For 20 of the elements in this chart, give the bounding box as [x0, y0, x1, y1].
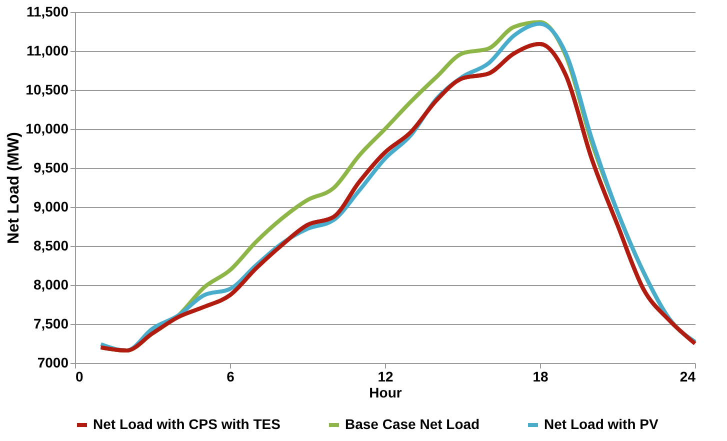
x-tick-label: 0: [76, 368, 84, 384]
y-tick-label: 8,000: [33, 276, 69, 292]
y-tick-label: 7000: [37, 354, 69, 370]
legend-label: Net Load with CPS with TES: [93, 416, 280, 432]
y-tick-label: 10,500: [26, 82, 69, 98]
y-tick-label: 9,500: [33, 160, 69, 176]
y-axis-title: Net Load (MW): [6, 132, 23, 244]
y-tick-label: 11,500: [26, 4, 69, 20]
y-tick-label: 9,000: [33, 198, 69, 214]
x-tick-label: 18: [532, 368, 548, 384]
x-tick-label: 24: [680, 368, 696, 384]
x-tick-label: 6: [226, 368, 235, 384]
legend-label: Base Case Net Load: [345, 416, 480, 432]
legend-label: Net Load with PV: [544, 416, 659, 432]
x-tick-label: 12: [378, 368, 394, 384]
y-tick-label: 7,500: [33, 316, 69, 332]
y-tick-label: 11,000: [26, 42, 69, 58]
y-tick-label: 10,000: [26, 120, 69, 136]
y-tick-label: 8,500: [33, 238, 69, 254]
x-axis-title: Hour: [369, 384, 402, 400]
